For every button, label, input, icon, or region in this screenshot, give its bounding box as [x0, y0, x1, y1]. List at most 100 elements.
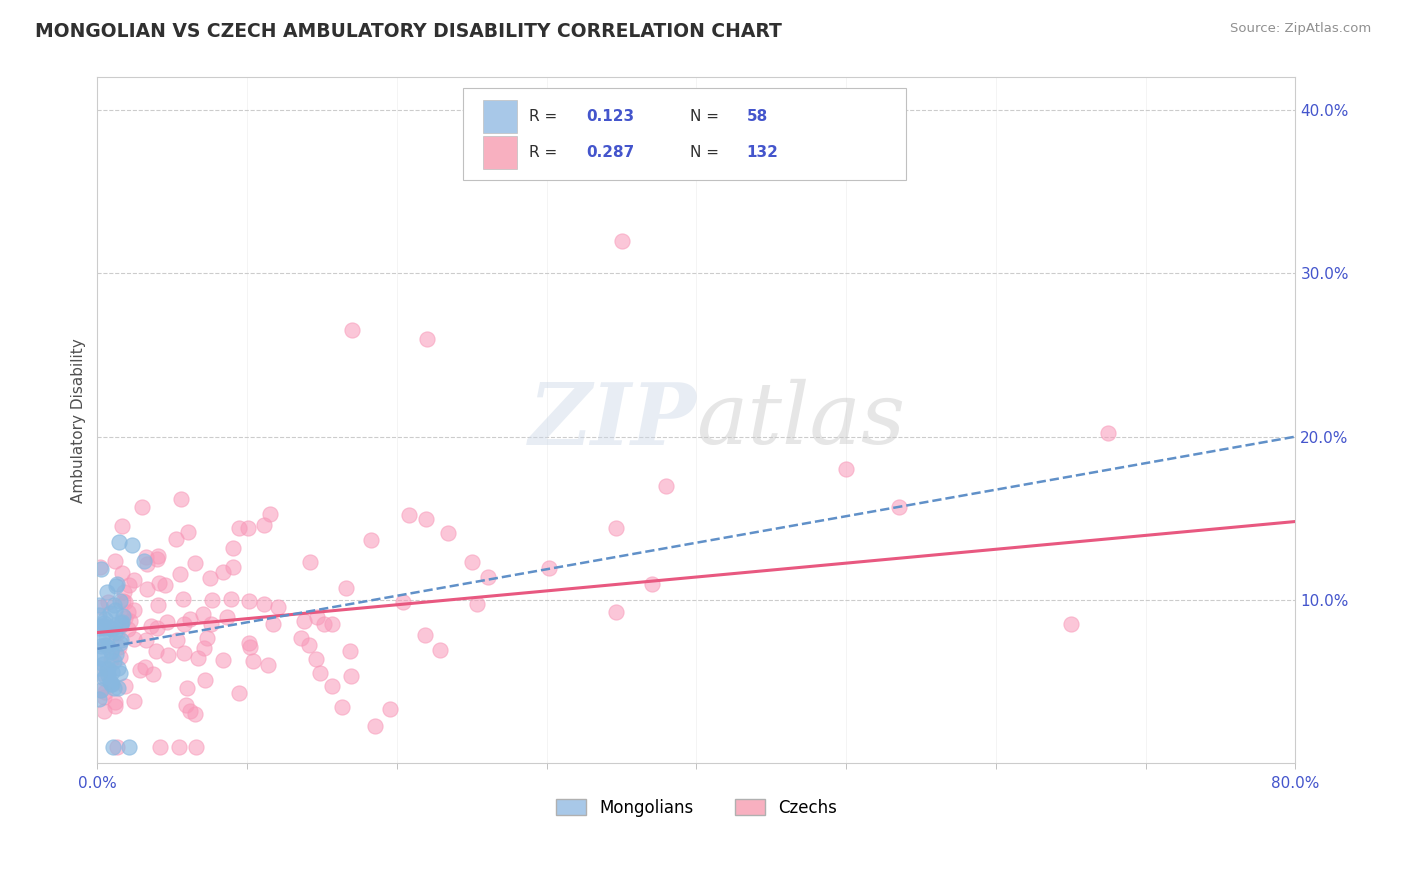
- Text: N =: N =: [690, 145, 724, 161]
- Point: [89, 665, 111, 680]
- Point: [93, 616, 115, 631]
- Point: [108, 666, 131, 681]
- Point: [94, 685, 117, 699]
- Text: 0.287: 0.287: [586, 145, 634, 161]
- Text: 132: 132: [747, 145, 779, 161]
- Point: [121, 538, 143, 552]
- Point: [413, 628, 436, 642]
- Point: [215, 609, 238, 624]
- Point: [122, 694, 145, 708]
- Point: [212, 653, 235, 667]
- Point: [655, 478, 678, 492]
- Point: [108, 636, 131, 650]
- Point: [87, 598, 110, 612]
- Point: [117, 622, 139, 636]
- Text: R =: R =: [529, 110, 562, 124]
- Point: [117, 605, 139, 619]
- Text: 0.123: 0.123: [586, 110, 634, 124]
- Point: [335, 581, 357, 595]
- Point: [91, 619, 114, 633]
- Point: [110, 633, 132, 648]
- Point: [239, 640, 262, 655]
- Point: [380, 702, 402, 716]
- Point: [145, 551, 167, 566]
- Point: [87, 649, 110, 664]
- Point: [100, 606, 122, 620]
- Point: [89, 650, 111, 665]
- Point: [193, 640, 215, 655]
- Point: [364, 719, 387, 733]
- Point: [1097, 425, 1119, 440]
- Point: [89, 682, 111, 697]
- Point: [111, 615, 134, 630]
- Point: [340, 324, 363, 338]
- Point: [122, 573, 145, 587]
- Point: [156, 648, 179, 663]
- Point: [228, 520, 250, 534]
- Point: [305, 610, 328, 624]
- Y-axis label: Ambulatory Disability: Ambulatory Disability: [72, 338, 86, 503]
- Point: [298, 638, 321, 652]
- Point: [173, 617, 195, 632]
- Point: [136, 582, 159, 597]
- Point: [114, 679, 136, 693]
- Point: [236, 520, 259, 534]
- Point: [100, 643, 122, 657]
- Point: [165, 533, 187, 547]
- Point: [257, 658, 280, 673]
- Point: [139, 618, 162, 632]
- Point: [107, 660, 129, 674]
- Point: [145, 643, 167, 657]
- Point: [194, 673, 217, 688]
- Point: [173, 647, 195, 661]
- Point: [321, 616, 343, 631]
- Point: [90, 682, 112, 697]
- Point: [437, 526, 460, 541]
- Point: [1060, 617, 1083, 632]
- Point: [641, 577, 664, 591]
- Point: [93, 621, 115, 635]
- Point: [429, 642, 451, 657]
- FancyBboxPatch shape: [484, 101, 516, 133]
- Point: [267, 599, 290, 614]
- Point: [104, 624, 127, 639]
- Point: [183, 556, 205, 570]
- Point: [93, 611, 115, 625]
- Point: [107, 681, 129, 696]
- Point: [105, 578, 128, 592]
- Point: [184, 739, 207, 754]
- Point: [212, 565, 235, 579]
- Point: [118, 577, 141, 591]
- Legend: Mongolians, Czechs: Mongolians, Czechs: [548, 792, 844, 823]
- Point: [101, 665, 124, 679]
- Point: [340, 669, 363, 683]
- Point: [179, 611, 201, 625]
- Point: [605, 605, 627, 619]
- Point: [200, 617, 222, 632]
- Point: [201, 592, 224, 607]
- Text: Source: ZipAtlas.com: Source: ZipAtlas.com: [1230, 22, 1371, 36]
- Point: [105, 739, 128, 754]
- Point: [391, 595, 413, 609]
- Point: [129, 663, 152, 677]
- Point: [299, 555, 322, 569]
- Point: [108, 640, 131, 654]
- Point: [170, 491, 193, 506]
- Point: [153, 578, 176, 592]
- Point: [889, 500, 911, 515]
- Point: [259, 507, 281, 521]
- Point: [238, 593, 260, 607]
- Point: [108, 650, 131, 665]
- Point: [97, 668, 120, 682]
- Text: ZIP: ZIP: [529, 378, 696, 462]
- Text: atlas: atlas: [696, 379, 905, 462]
- Point: [169, 566, 191, 581]
- Point: [93, 638, 115, 652]
- Point: [605, 521, 627, 535]
- Point: [104, 699, 127, 714]
- Point: [101, 739, 124, 754]
- Point: [110, 615, 132, 630]
- Point: [103, 681, 125, 695]
- Point: [100, 645, 122, 659]
- Point: [114, 595, 136, 609]
